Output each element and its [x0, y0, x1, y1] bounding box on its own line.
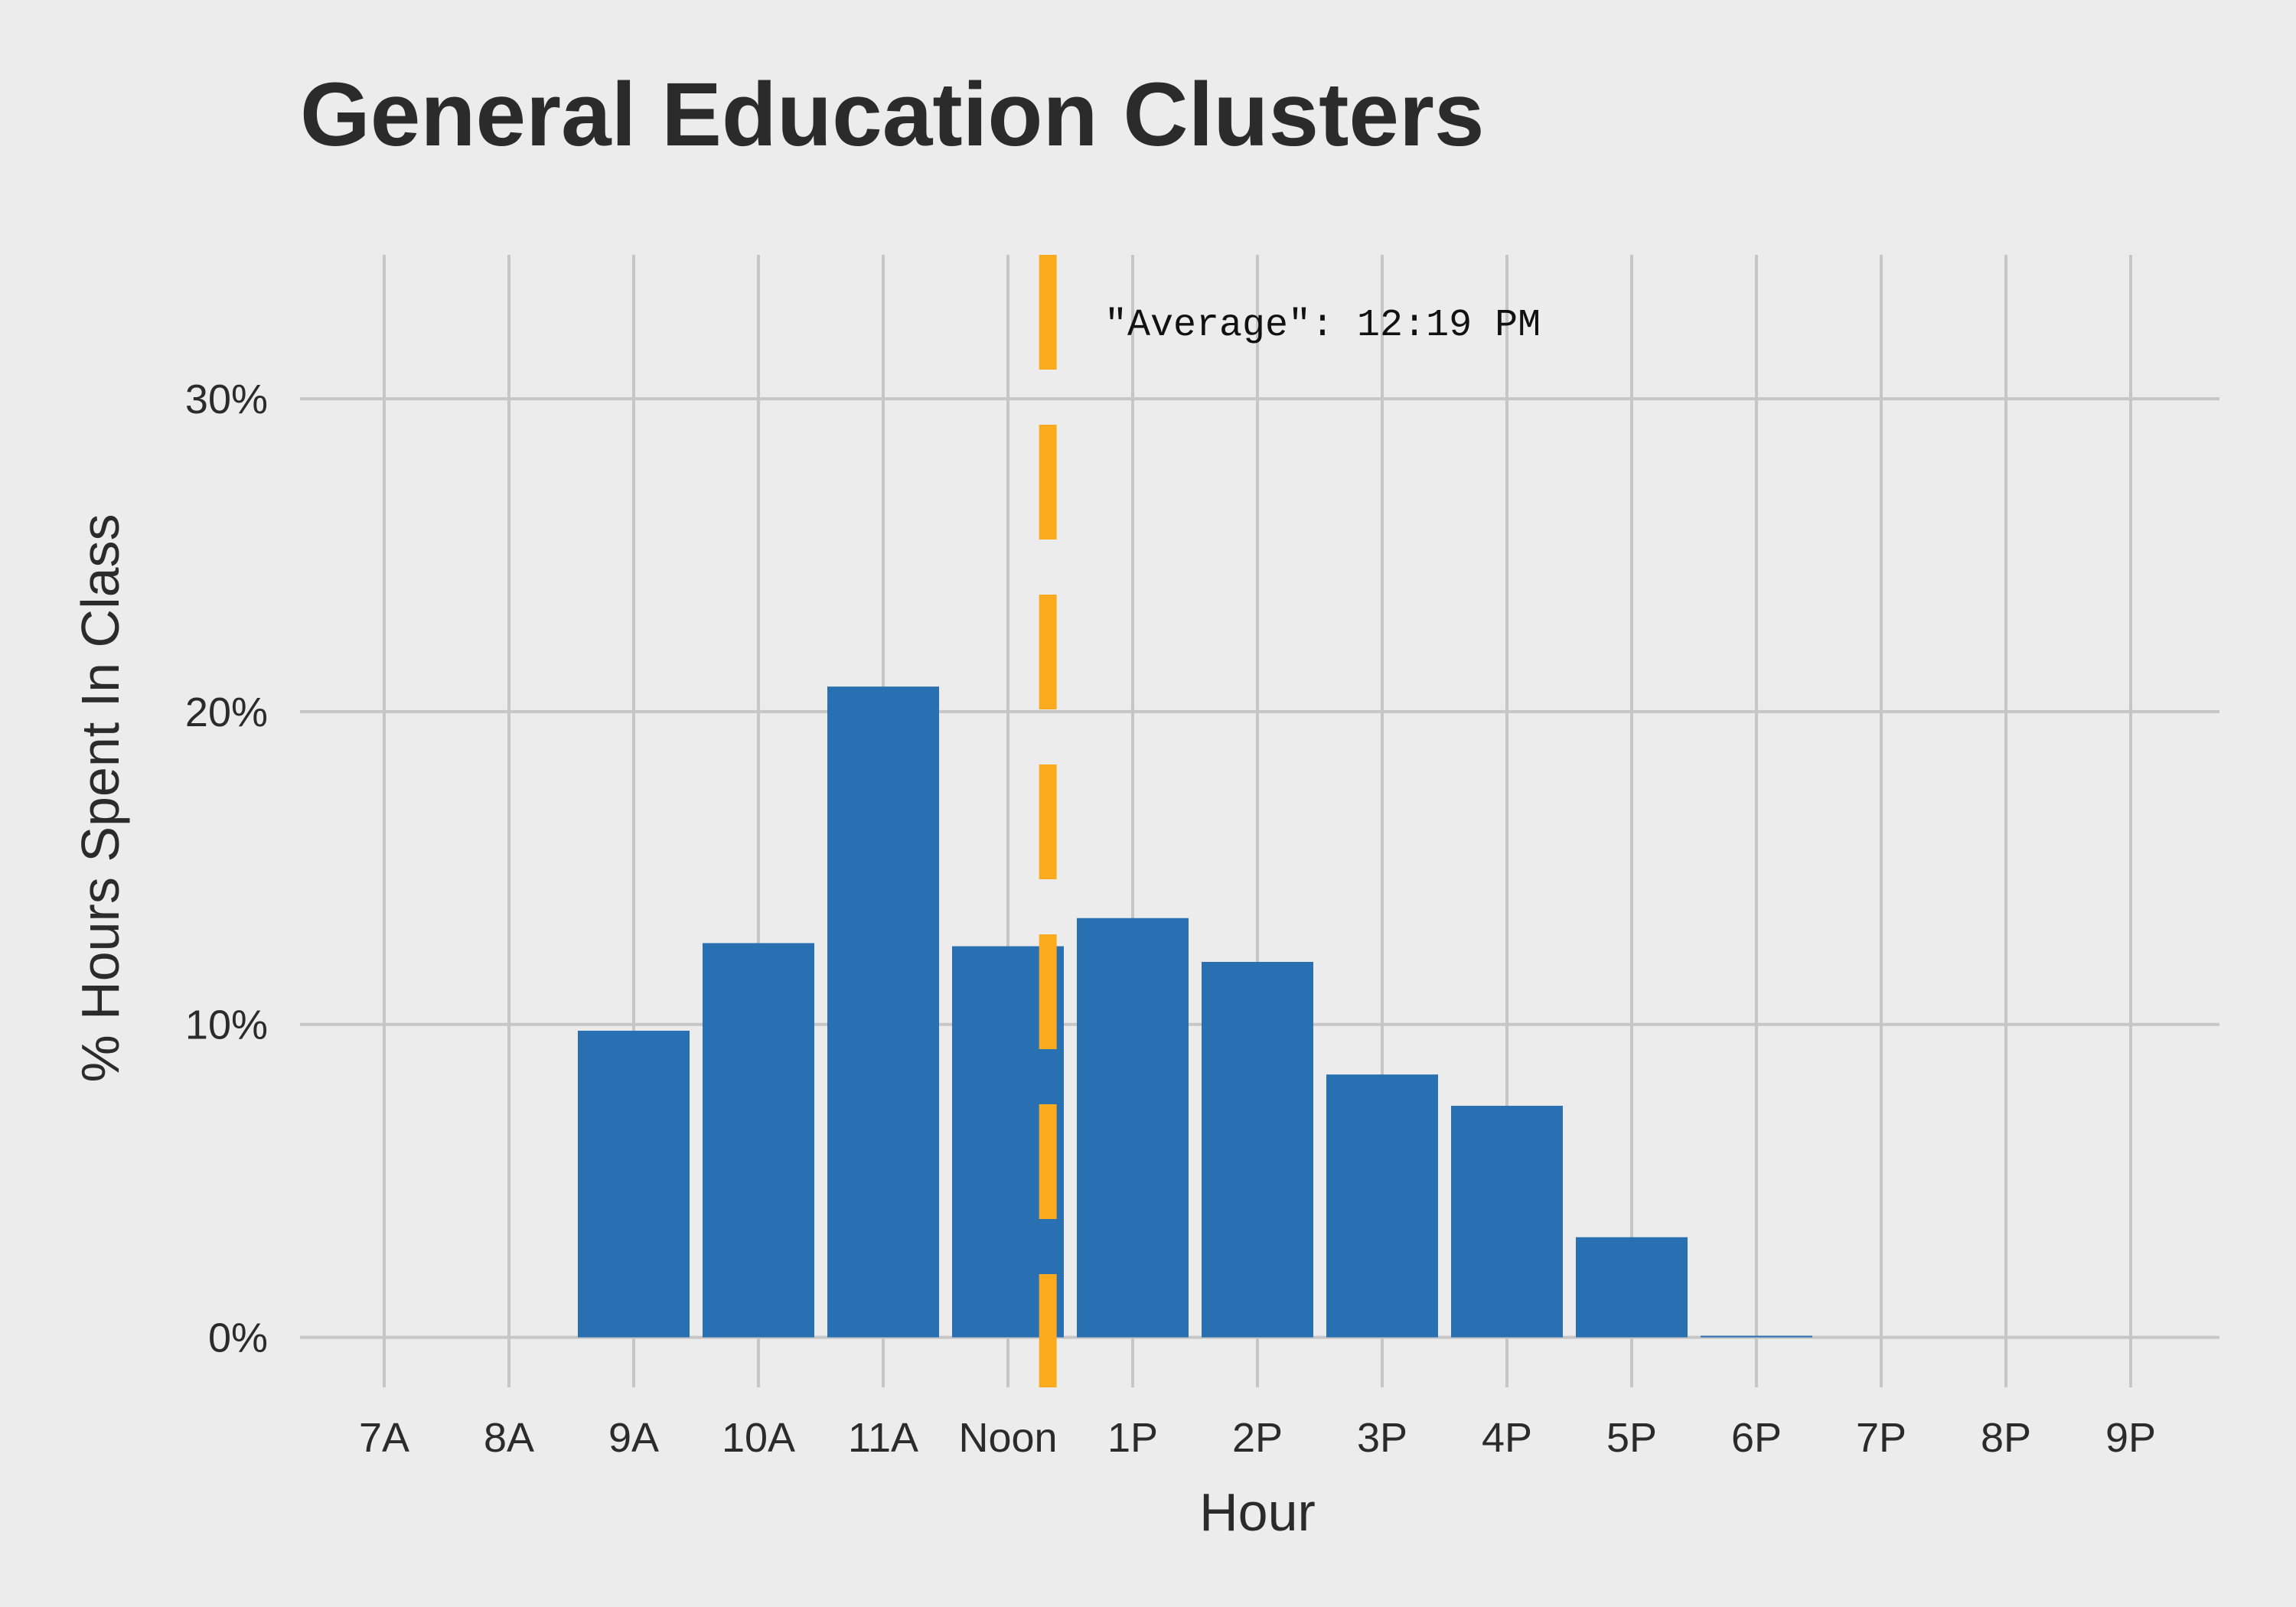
x-tick-label-10a: 10A — [722, 1415, 795, 1461]
bar-3p — [1326, 1074, 1438, 1338]
bar-4p — [1451, 1106, 1563, 1338]
y-tick-label-10: 10% — [185, 1002, 268, 1048]
x-tick-label-2p: 2P — [1232, 1415, 1283, 1461]
y-tick-label-30: 30% — [185, 376, 268, 422]
x-tick-label-8a: 8A — [484, 1415, 534, 1461]
y-axis-title: % Hours Spent In Class — [70, 513, 130, 1082]
x-tick-label-4p: 4P — [1482, 1415, 1532, 1461]
x-ticks-layer: 7A 8A 9A 10A 11A Noon 1P 2P 3P 4P 5P 6P 7P 8P 9P — [359, 1415, 2156, 1461]
bar-6p — [1701, 1335, 1812, 1338]
x-tick-label-noon: Noon — [958, 1415, 1057, 1461]
chart-title: General Education Clusters — [300, 64, 1485, 165]
x-tick-label-5p: 5P — [1606, 1415, 1657, 1461]
x-axis-title: Hour — [1199, 1482, 1316, 1542]
bar-5p — [1576, 1237, 1688, 1338]
x-tick-label-8p: 8P — [1981, 1415, 2031, 1461]
x-tick-label-11a: 11A — [848, 1415, 918, 1461]
average-label: "Average": 12:19 PM — [1104, 304, 1541, 347]
y-tick-label-0: 0% — [208, 1315, 268, 1361]
bar-10a — [703, 943, 814, 1338]
x-tick-label-9a: 9A — [608, 1415, 659, 1461]
x-tick-label-7a: 7A — [359, 1415, 409, 1461]
bar-11a — [827, 686, 939, 1338]
bar-1p — [1077, 918, 1189, 1338]
y-tick-label-20: 20% — [185, 689, 268, 735]
bar-2p — [1202, 961, 1313, 1338]
y-ticks-layer: 0% 10% 20% 30% — [185, 376, 268, 1361]
bar-9a — [578, 1030, 690, 1338]
x-tick-label-1p: 1P — [1107, 1415, 1158, 1461]
x-tick-label-3p: 3P — [1357, 1415, 1407, 1461]
annotation-layer: "Average": 12:19 PM — [1039, 255, 1541, 1387]
x-tick-label-9p: 9P — [2105, 1415, 2156, 1461]
x-tick-label-7p: 7P — [1856, 1415, 1906, 1461]
x-tick-label-6p: 6P — [1731, 1415, 1782, 1461]
